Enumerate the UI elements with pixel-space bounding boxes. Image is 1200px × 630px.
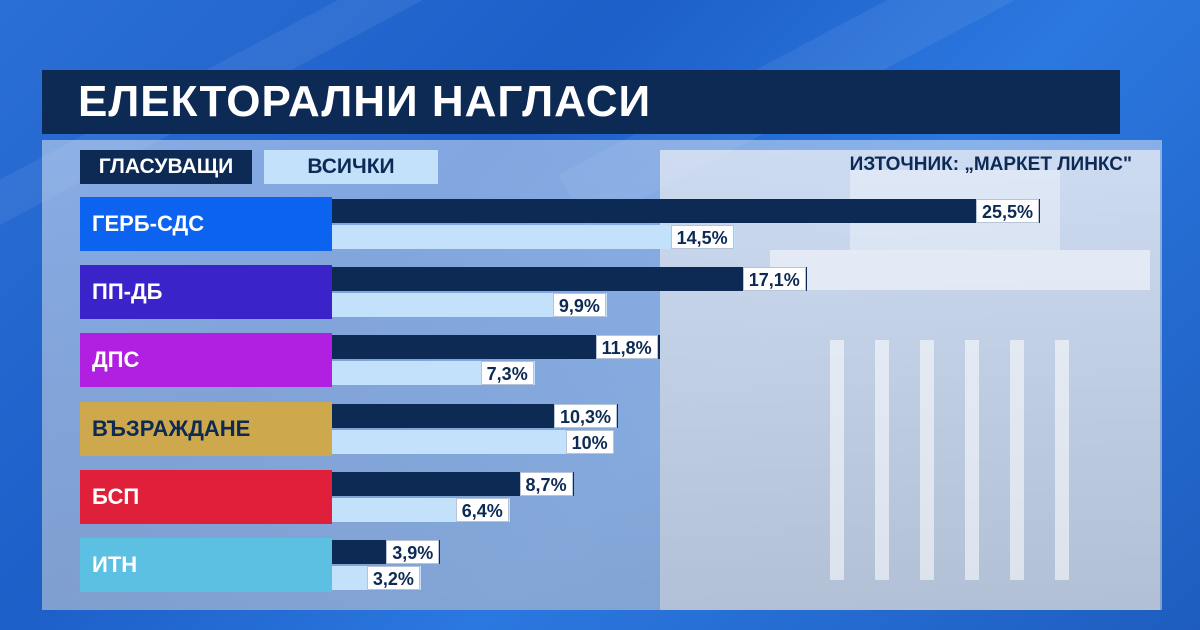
value-label: 17,1% [742, 267, 806, 291]
value-label: 10,3% [553, 404, 618, 428]
party-label: БСП [80, 470, 332, 524]
value-label: 3,9% [386, 540, 440, 564]
source-label: ИЗТОЧНИК: „МАРКЕТ ЛИНКС" [849, 154, 1132, 175]
bar-voters [332, 267, 807, 291]
party-label: ВЪЗРАЖДАНЕ [80, 402, 332, 456]
party-label: ПП-ДБ [80, 265, 332, 319]
value-label: 25,5% [976, 199, 1040, 223]
value-label: 3,2% [366, 566, 420, 590]
party-label: ГЕРБ-СДС [80, 197, 332, 251]
party-label: ДПС [80, 333, 332, 387]
value-label: 14,5% [670, 225, 734, 249]
legend-voters: ГЛАСУВАЩИ [80, 150, 252, 184]
value-label: 11,8% [595, 335, 658, 359]
parliament-building-image [660, 150, 1160, 610]
legend-all: ВСИЧКИ [264, 150, 438, 184]
value-label: 9,9% [552, 293, 606, 317]
chart-title: ЕЛЕКТОРАЛНИ НАГЛАСИ [78, 77, 652, 126]
bar-voters [332, 199, 1040, 223]
title-bar [42, 70, 1120, 134]
value-label: 8,7% [519, 472, 573, 496]
value-label: 7,3% [480, 361, 534, 385]
value-label: 6,4% [455, 498, 509, 522]
party-label: ИТН [80, 538, 332, 592]
bar-all [332, 430, 610, 454]
value-label: 10% [565, 430, 614, 454]
bar-all [332, 225, 735, 249]
